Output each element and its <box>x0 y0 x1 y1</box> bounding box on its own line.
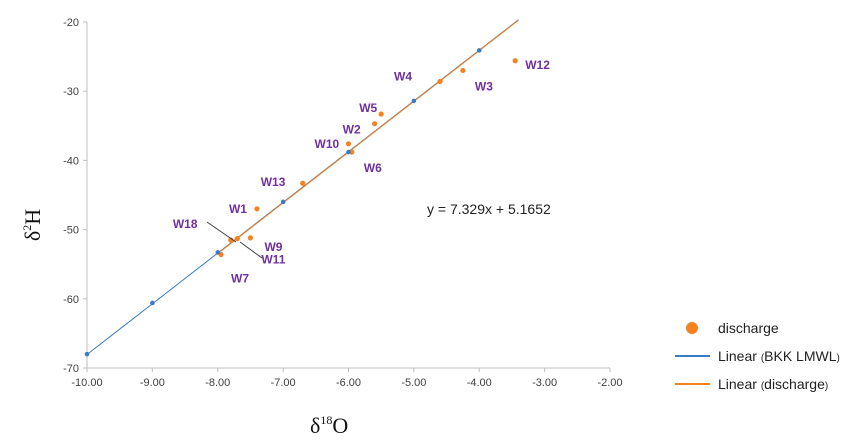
lmwl-point <box>84 351 90 357</box>
lmwl-point <box>476 48 482 53</box>
y-tick-label: -50 <box>63 225 79 237</box>
x-tick-label: -3.00 <box>532 377 557 389</box>
legend-discharge-marker <box>686 322 698 334</box>
discharge-point <box>378 111 384 117</box>
discharge-point <box>372 121 378 127</box>
lmwl-point <box>280 199 286 205</box>
point-label-w9: W9 <box>264 240 282 254</box>
point-label-w3: W3 <box>475 79 493 93</box>
point-label-w1: W1 <box>229 202 247 216</box>
discharge-point <box>345 141 352 147</box>
trendline-equation: y = 7.329x + 5.1652 <box>427 201 551 217</box>
point-label-w18: W18 <box>173 217 198 231</box>
discharge-point <box>234 235 240 242</box>
legend-bkk-text: Linear (BKK LMWL) <box>718 348 840 364</box>
discharge-point <box>228 237 234 243</box>
lmwl-point <box>215 250 221 255</box>
legend-discharge-text: discharge <box>718 320 779 336</box>
x-tick-label: -9.00 <box>140 377 165 389</box>
point-label-w10: W10 <box>315 137 340 151</box>
y-tick-label: -20 <box>63 17 79 29</box>
x-tick-label: -6.00 <box>336 377 361 389</box>
x-tick-label: -10.00 <box>71 377 102 389</box>
point-label-w4: W4 <box>394 70 412 84</box>
y-tick-label: -40 <box>63 155 79 167</box>
point-label-w13: W13 <box>261 175 286 189</box>
discharge-point <box>247 235 254 241</box>
w18-leader-line <box>206 221 237 243</box>
x-axis-title: δ18O <box>310 413 348 438</box>
discharge-point <box>512 58 518 64</box>
x-tick-label: -8.00 <box>205 377 230 389</box>
point-label-w7: W7 <box>231 272 249 286</box>
point-label-w2: W2 <box>343 123 361 137</box>
data-points <box>84 48 518 357</box>
x-tick-label: -4.00 <box>467 377 492 389</box>
x-tick-label: -2.00 <box>597 377 622 389</box>
lmwl-point <box>411 98 417 104</box>
point-label-w5: W5 <box>359 101 377 115</box>
y-tick-label: -30 <box>63 86 79 98</box>
legend-discharge-linear-text: Linear (discharge) <box>718 376 828 392</box>
point-label-w11: W11 <box>261 253 285 267</box>
discharge-point <box>300 180 306 186</box>
lmwl-point <box>346 149 351 155</box>
x-tick-label: -5.00 <box>401 377 426 389</box>
y-tick-labels: -20 -30 -40 -50 -60 -70 <box>63 17 87 375</box>
discharge-point <box>460 67 466 74</box>
x-tick-labels: -10.00 -9.00 -8.00 -7.00 -6.00 -5.00 -4.00 -3.0… <box>71 368 623 389</box>
lmwl-point <box>150 300 155 306</box>
discharge-point <box>254 206 260 212</box>
y-axis-title: δ2H <box>20 209 45 241</box>
y-tick-label: -60 <box>63 294 79 306</box>
trendlines <box>86 19 519 355</box>
point-label-w6: W6 <box>364 161 382 175</box>
discharge-point <box>437 78 443 85</box>
trendline-discharge <box>220 19 519 252</box>
x-tick-label: -7.00 <box>271 377 296 389</box>
point-labels: W1 W2 W3 W4 W5 W6 W7 W9 W10 W11 W12 W13 W18 <box>173 58 550 286</box>
y-tick-label: -70 <box>63 363 79 375</box>
discharge-point <box>349 149 355 155</box>
point-label-w12: W12 <box>525 58 550 72</box>
legend: discharge Linear (BKK LMWL) Linear (disc… <box>675 320 840 392</box>
w11-leader-line <box>239 241 263 259</box>
